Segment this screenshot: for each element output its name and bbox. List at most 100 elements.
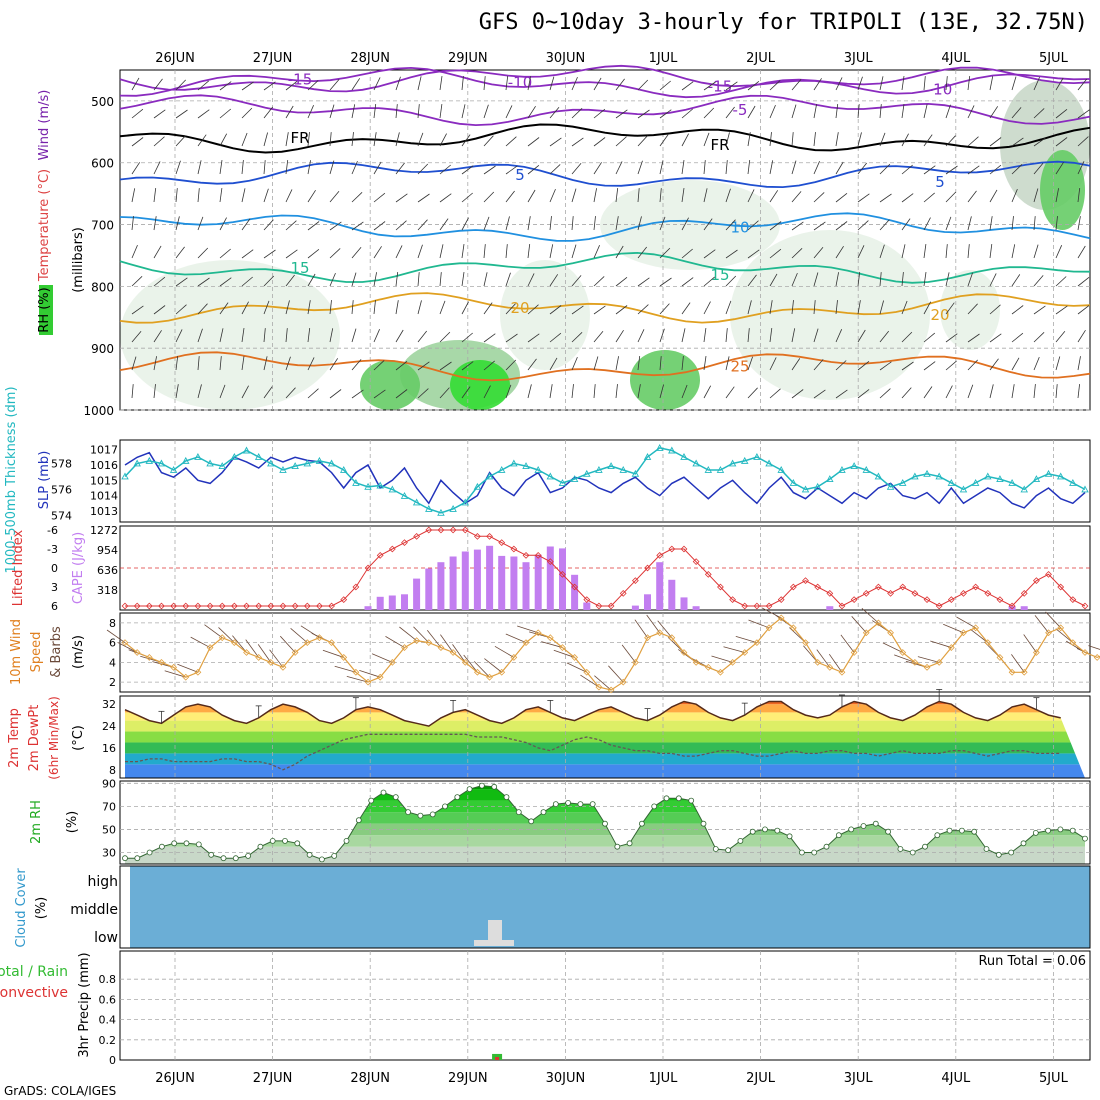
wind-barb xyxy=(263,356,268,371)
thickness-point xyxy=(935,472,943,480)
wind-barb xyxy=(813,272,819,287)
wind-barb xyxy=(190,636,211,648)
wind-barb xyxy=(637,304,649,315)
li-point xyxy=(826,589,834,597)
rh-point xyxy=(331,853,338,859)
wind-barb xyxy=(917,656,940,663)
ylabel-dewpt: 2m DewPt xyxy=(27,705,42,772)
li-point xyxy=(559,570,566,578)
wind-barb xyxy=(637,329,645,343)
cape-bar xyxy=(546,546,554,610)
cape-bar xyxy=(522,562,530,610)
rh-point xyxy=(1069,827,1076,834)
wind-speed-point xyxy=(170,663,178,671)
wind-barb xyxy=(527,358,537,371)
wind-barb xyxy=(857,193,870,203)
wind-barb xyxy=(989,333,1002,343)
wind-barb xyxy=(840,634,855,653)
li-point xyxy=(656,551,664,559)
date-label-top: 28JUN xyxy=(350,51,390,66)
dewpoint-line xyxy=(125,733,1061,771)
wind-barb xyxy=(970,628,989,643)
pressure-tick: 600 xyxy=(91,157,114,171)
rh-point xyxy=(1020,840,1027,847)
wind-barb xyxy=(901,104,905,119)
ylabel-lifted-index: Lifted Index xyxy=(11,529,26,606)
wind-barb xyxy=(1011,164,1023,175)
wind-barb xyxy=(1011,384,1015,399)
li-point xyxy=(352,583,360,591)
rh-legend-swatch xyxy=(39,285,53,335)
temp-contour xyxy=(119,251,1091,284)
rh-point xyxy=(983,846,990,852)
wind-barb xyxy=(769,273,778,287)
wind-barb xyxy=(245,639,259,658)
wind-barb xyxy=(131,216,134,231)
wind-barb xyxy=(703,160,706,175)
wind-barb xyxy=(681,356,684,371)
wind-barb xyxy=(571,216,574,231)
thickness-point xyxy=(716,466,725,473)
rh-point xyxy=(454,794,461,800)
wind-barb xyxy=(967,136,979,147)
li-point xyxy=(182,602,190,610)
rh-point xyxy=(282,838,288,844)
wind-barb xyxy=(857,76,863,91)
date-label-top: 3JUL xyxy=(844,51,874,66)
li-point xyxy=(571,583,579,591)
wind-barb xyxy=(769,80,781,91)
wind-barb xyxy=(923,332,936,343)
precip-convective-bar xyxy=(495,1056,500,1060)
wind-barb xyxy=(505,303,516,315)
wind-barb xyxy=(373,192,386,203)
wind-barb xyxy=(131,77,140,91)
wind-barb xyxy=(879,388,891,399)
li-point xyxy=(875,583,882,591)
wind-barb xyxy=(461,217,469,231)
rh-point xyxy=(232,855,239,862)
thickness-point xyxy=(947,479,956,486)
rh-point xyxy=(478,782,485,789)
wind-barb xyxy=(747,160,751,175)
wind-barb xyxy=(439,387,450,399)
rh-point xyxy=(208,851,215,858)
li-point xyxy=(838,602,846,610)
wind-barb xyxy=(791,328,796,343)
wind-barb xyxy=(681,81,694,91)
li-point xyxy=(972,583,980,591)
wind-barb xyxy=(923,244,927,259)
li-point xyxy=(765,602,773,610)
date-label-top: 27JUN xyxy=(253,51,293,66)
wind-barb xyxy=(153,384,156,399)
wind-barb xyxy=(861,608,879,624)
date-label-top: 26JUN xyxy=(155,51,195,66)
temp-contour xyxy=(119,123,1091,154)
wind-barb xyxy=(483,165,496,175)
wind-speed-point xyxy=(303,639,311,647)
wind-barb xyxy=(703,218,713,231)
wind-barb xyxy=(197,247,209,259)
wind-barb xyxy=(263,275,275,287)
thickness-point xyxy=(303,459,312,467)
wind-barb xyxy=(505,105,513,119)
temp-contour xyxy=(119,292,1091,324)
wind-barb xyxy=(1055,305,1068,315)
pressure-tick: 800 xyxy=(91,280,114,294)
wind-barb xyxy=(703,328,707,343)
li-point xyxy=(364,564,372,572)
wind-speed-point xyxy=(340,654,348,661)
rh-point xyxy=(269,838,276,844)
wind-barb xyxy=(505,136,517,147)
wind-barb xyxy=(153,161,161,175)
rh-point xyxy=(528,818,535,825)
li-point xyxy=(401,539,408,547)
wind-barb xyxy=(395,245,403,259)
wind-barb xyxy=(177,663,199,673)
contour-label: 25 xyxy=(730,358,749,376)
wind-barb xyxy=(241,160,244,175)
wind-barb xyxy=(703,276,715,287)
wind-barb xyxy=(461,244,465,259)
wind-barb xyxy=(828,653,843,673)
thickness-point xyxy=(157,459,166,467)
wind-barb xyxy=(813,221,826,231)
